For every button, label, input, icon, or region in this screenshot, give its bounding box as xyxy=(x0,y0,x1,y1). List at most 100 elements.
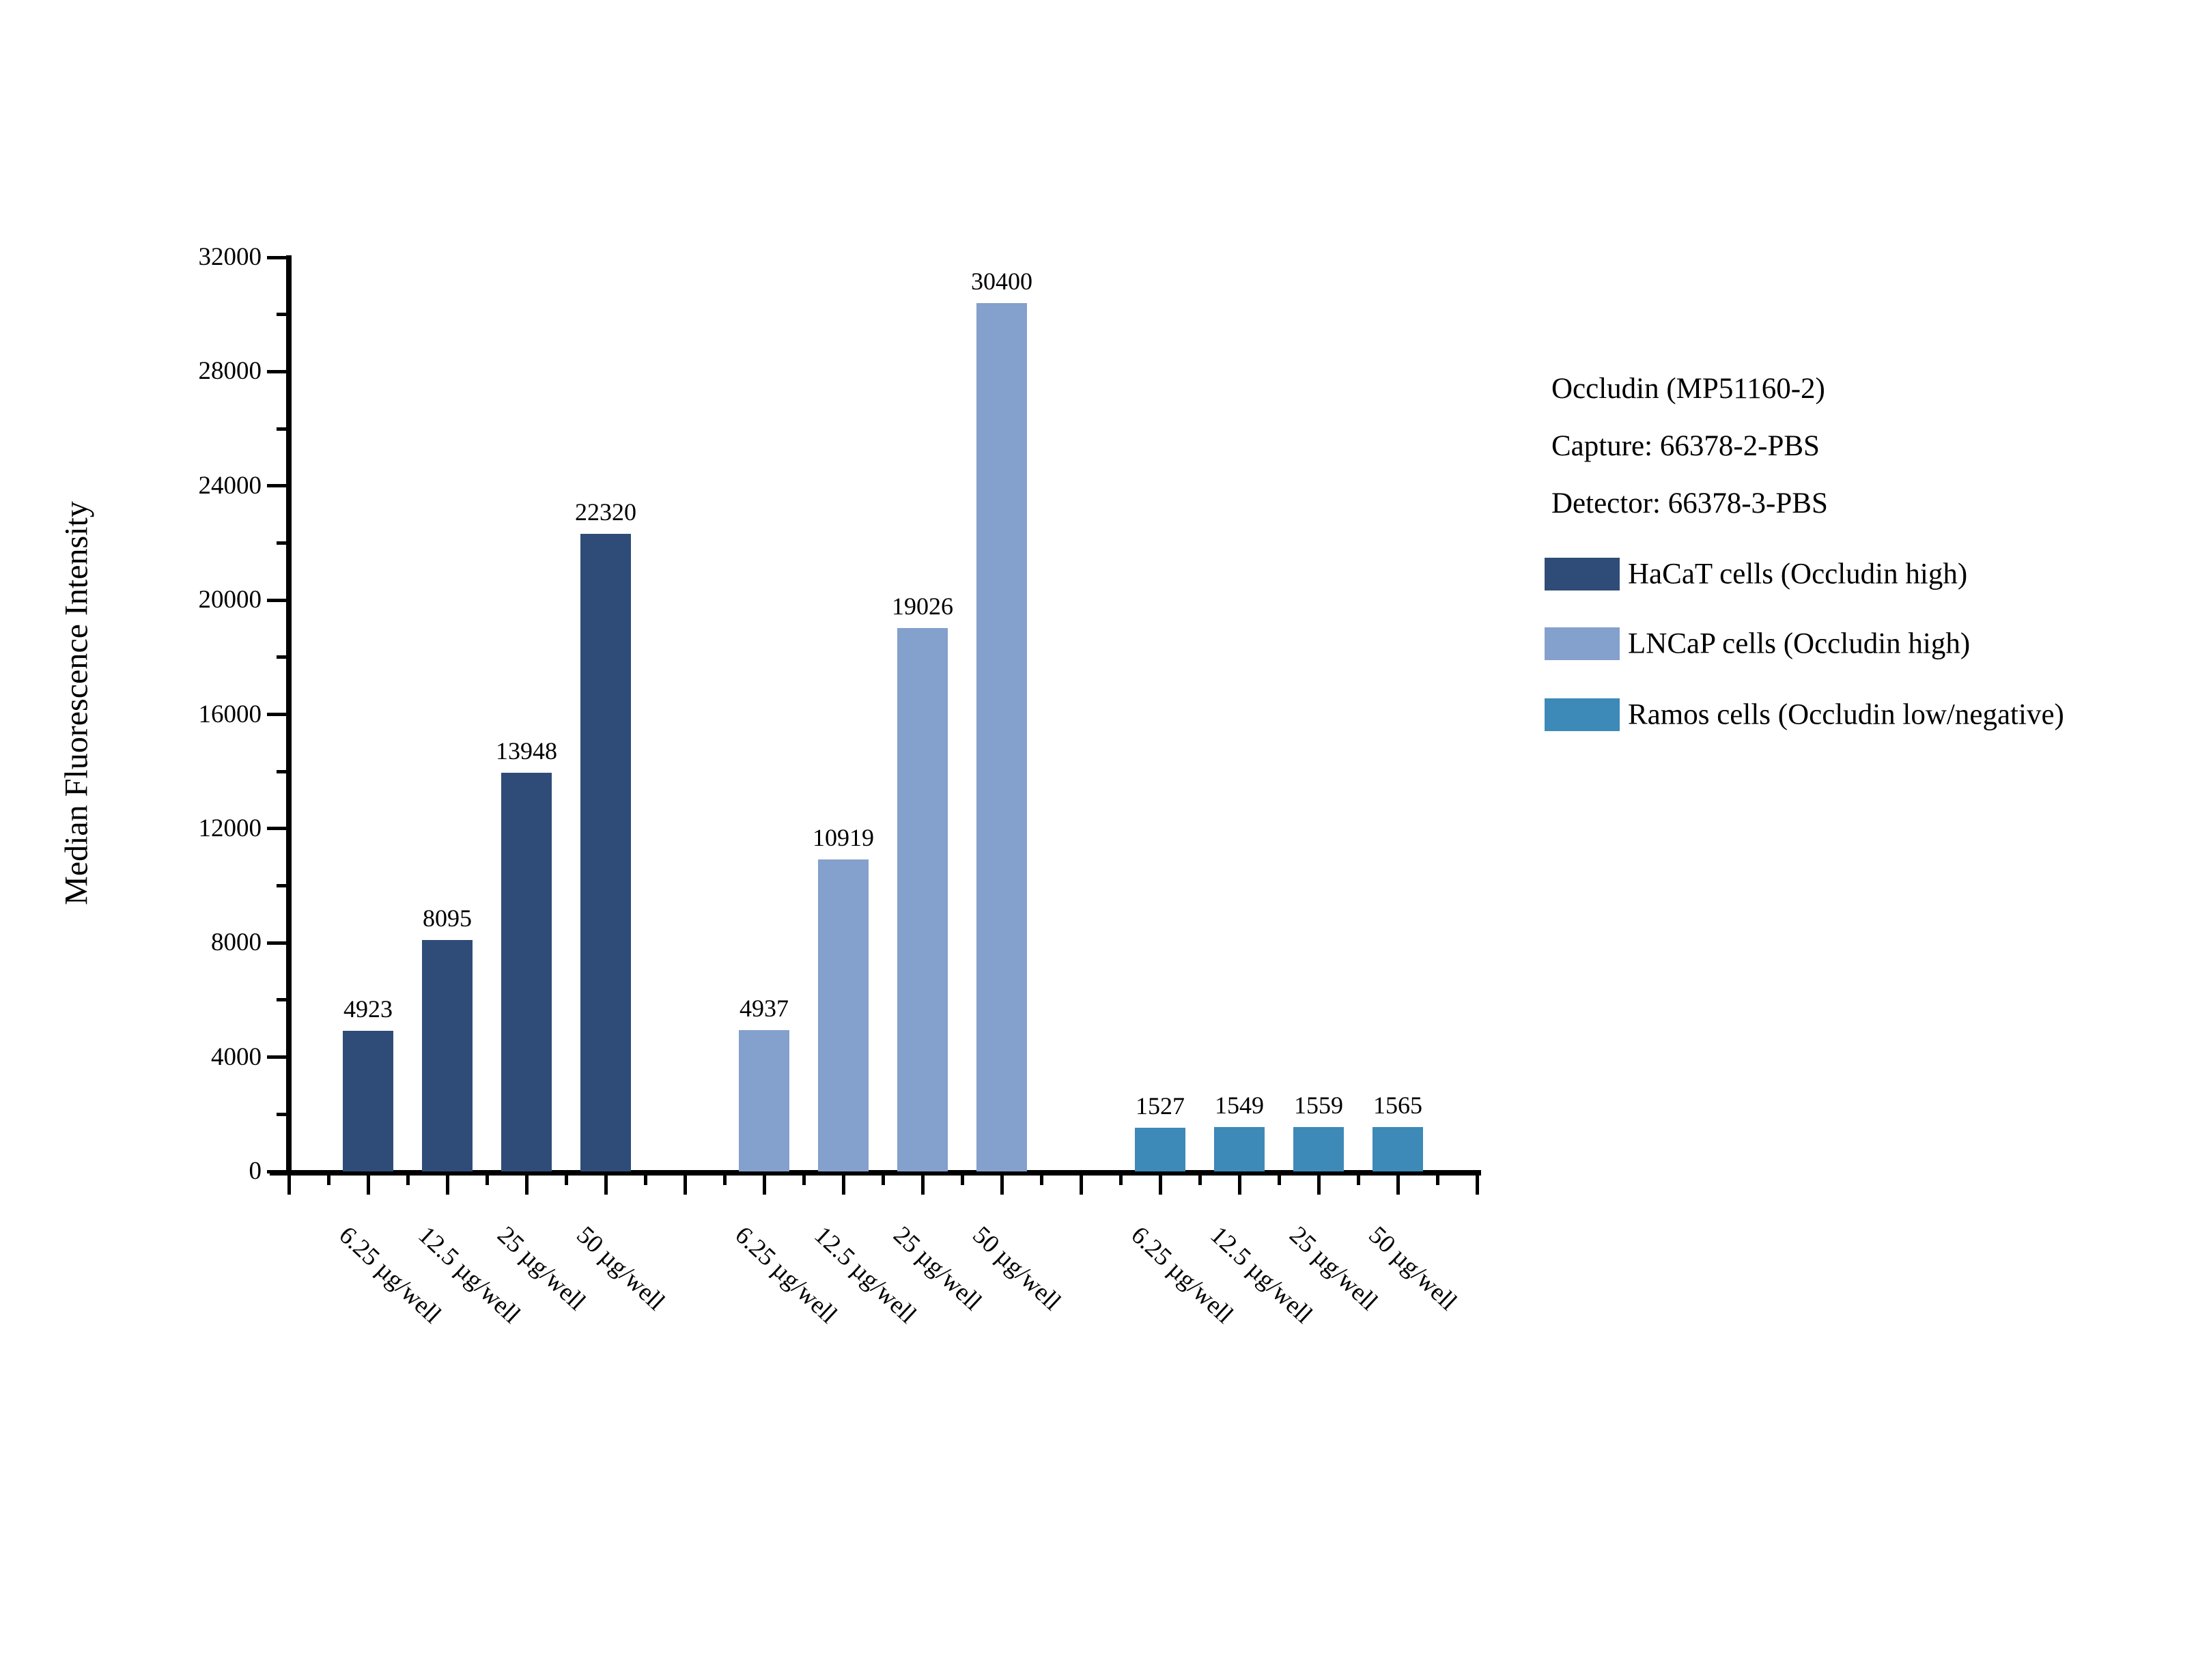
legend-label-hacat: HaCaT cells (Occludin high) xyxy=(1628,558,1968,590)
x-minor-tick xyxy=(1118,1176,1123,1185)
x-major-tick xyxy=(762,1176,766,1195)
bar-value-label: 30400 xyxy=(971,267,1032,295)
y-minor-tick xyxy=(277,655,286,659)
bar-value-label: 8095 xyxy=(423,905,472,932)
x-minor-tick xyxy=(326,1176,330,1185)
y-tick-label: 8000 xyxy=(211,928,262,957)
bar xyxy=(818,859,869,1171)
x-major-tick xyxy=(1317,1176,1321,1195)
bar-value-label: 13948 xyxy=(496,737,557,765)
x-minor-tick xyxy=(1356,1176,1360,1185)
y-major-tick xyxy=(267,484,286,488)
x-major-tick xyxy=(366,1176,370,1195)
bar xyxy=(1214,1127,1265,1171)
y-tick-label: 4000 xyxy=(211,1042,262,1071)
bar xyxy=(422,940,473,1171)
legend-swatch-hacat xyxy=(1545,558,1620,590)
bar xyxy=(580,534,631,1171)
y-major-tick xyxy=(267,713,286,716)
x-tick-label: 50 µg/well xyxy=(571,1221,671,1316)
x-major-tick xyxy=(604,1176,608,1195)
bar xyxy=(1135,1128,1185,1171)
x-minor-tick xyxy=(406,1176,410,1185)
x-minor-tick xyxy=(1435,1176,1439,1185)
bar xyxy=(501,773,552,1171)
x-tick-label: 50 µg/well xyxy=(1363,1221,1463,1316)
legend-entry-hacat: HaCaT cells (Occludin high) xyxy=(1545,558,2159,590)
y-minor-tick xyxy=(277,769,286,773)
x-minor-tick xyxy=(643,1176,647,1185)
y-axis xyxy=(286,255,292,1176)
annotation-block: Occludin (MP51160-2) Capture: 66378-2-PB… xyxy=(1551,360,1828,532)
annotation-line-1: Occludin (MP51160-2) xyxy=(1551,373,1825,405)
bar-value-label: 4937 xyxy=(740,995,789,1023)
y-minor-tick xyxy=(277,998,286,1002)
bar xyxy=(739,1030,789,1171)
bar-value-label: 22320 xyxy=(575,498,636,526)
y-tick-label: 24000 xyxy=(198,471,262,500)
bar-value-label: 10919 xyxy=(813,824,874,852)
annotation-line-3: Detector: 66378-3-PBS xyxy=(1551,487,1828,519)
legend-swatch-lncap xyxy=(1545,627,1620,660)
y-tick-label: 20000 xyxy=(198,586,262,614)
y-minor-tick xyxy=(277,884,286,888)
y-tick-label: 16000 xyxy=(198,700,262,728)
legend-swatch-ramos xyxy=(1545,698,1620,731)
bar-value-label: 1565 xyxy=(1373,1091,1422,1119)
bar xyxy=(897,627,948,1171)
y-minor-tick xyxy=(277,313,286,317)
annotation-line-2: Capture: 66378-2-PBS xyxy=(1551,430,1820,462)
x-major-tick xyxy=(1000,1176,1004,1195)
x-minor-tick xyxy=(1198,1176,1202,1185)
y-major-tick xyxy=(267,1055,286,1059)
bar-value-label: 1559 xyxy=(1294,1091,1343,1119)
x-major-tick xyxy=(920,1176,925,1195)
x-minor-tick xyxy=(1277,1176,1281,1185)
x-major-tick xyxy=(1475,1176,1479,1195)
y-major-tick xyxy=(267,827,286,831)
x-minor-tick xyxy=(564,1176,568,1185)
x-minor-tick xyxy=(485,1176,489,1185)
y-tick-label: 32000 xyxy=(198,243,262,271)
x-major-tick xyxy=(287,1176,291,1195)
y-tick-label: 28000 xyxy=(198,357,262,386)
bar-value-label: 19026 xyxy=(892,592,953,620)
x-major-tick xyxy=(1237,1176,1241,1195)
legend-entry-lncap: LNCaP cells (Occludin high) xyxy=(1545,627,2159,660)
x-minor-tick xyxy=(722,1176,727,1185)
bar-value-label: 4923 xyxy=(343,995,393,1023)
y-tick-label: 0 xyxy=(249,1157,262,1185)
x-minor-tick xyxy=(960,1176,964,1185)
x-major-tick xyxy=(683,1176,687,1195)
x-major-tick xyxy=(445,1176,449,1195)
y-major-tick xyxy=(267,941,286,945)
legend-entry-ramos: Ramos cells (Occludin low/negative) xyxy=(1545,698,2159,731)
x-minor-tick xyxy=(881,1176,885,1185)
legend-label-ramos: Ramos cells (Occludin low/negative) xyxy=(1628,698,2064,731)
bar-value-label: 1527 xyxy=(1136,1092,1185,1120)
x-major-tick xyxy=(1396,1176,1400,1195)
x-axis xyxy=(270,1170,1481,1176)
y-minor-tick xyxy=(277,1112,286,1116)
bar-value-label: 1549 xyxy=(1215,1092,1264,1120)
x-minor-tick xyxy=(1039,1176,1043,1185)
x-major-tick xyxy=(841,1176,845,1195)
y-tick-label: 12000 xyxy=(198,814,262,842)
x-major-tick xyxy=(1079,1176,1083,1195)
x-tick-label: 50 µg/well xyxy=(967,1221,1067,1316)
bar xyxy=(343,1031,393,1171)
y-major-tick xyxy=(267,1169,286,1173)
y-minor-tick xyxy=(277,541,286,545)
legend-label-lncap: LNCaP cells (Occludin high) xyxy=(1628,627,1971,660)
y-major-tick xyxy=(267,255,286,259)
x-major-tick xyxy=(1158,1176,1162,1195)
bar xyxy=(1293,1126,1344,1171)
bar xyxy=(1372,1126,1423,1171)
bar xyxy=(976,302,1027,1171)
y-minor-tick xyxy=(277,427,286,431)
y-axis-title: Median Fluorescence Intensity xyxy=(58,501,95,905)
x-major-tick xyxy=(524,1176,529,1195)
y-major-tick xyxy=(267,598,286,602)
x-minor-tick xyxy=(802,1176,806,1185)
